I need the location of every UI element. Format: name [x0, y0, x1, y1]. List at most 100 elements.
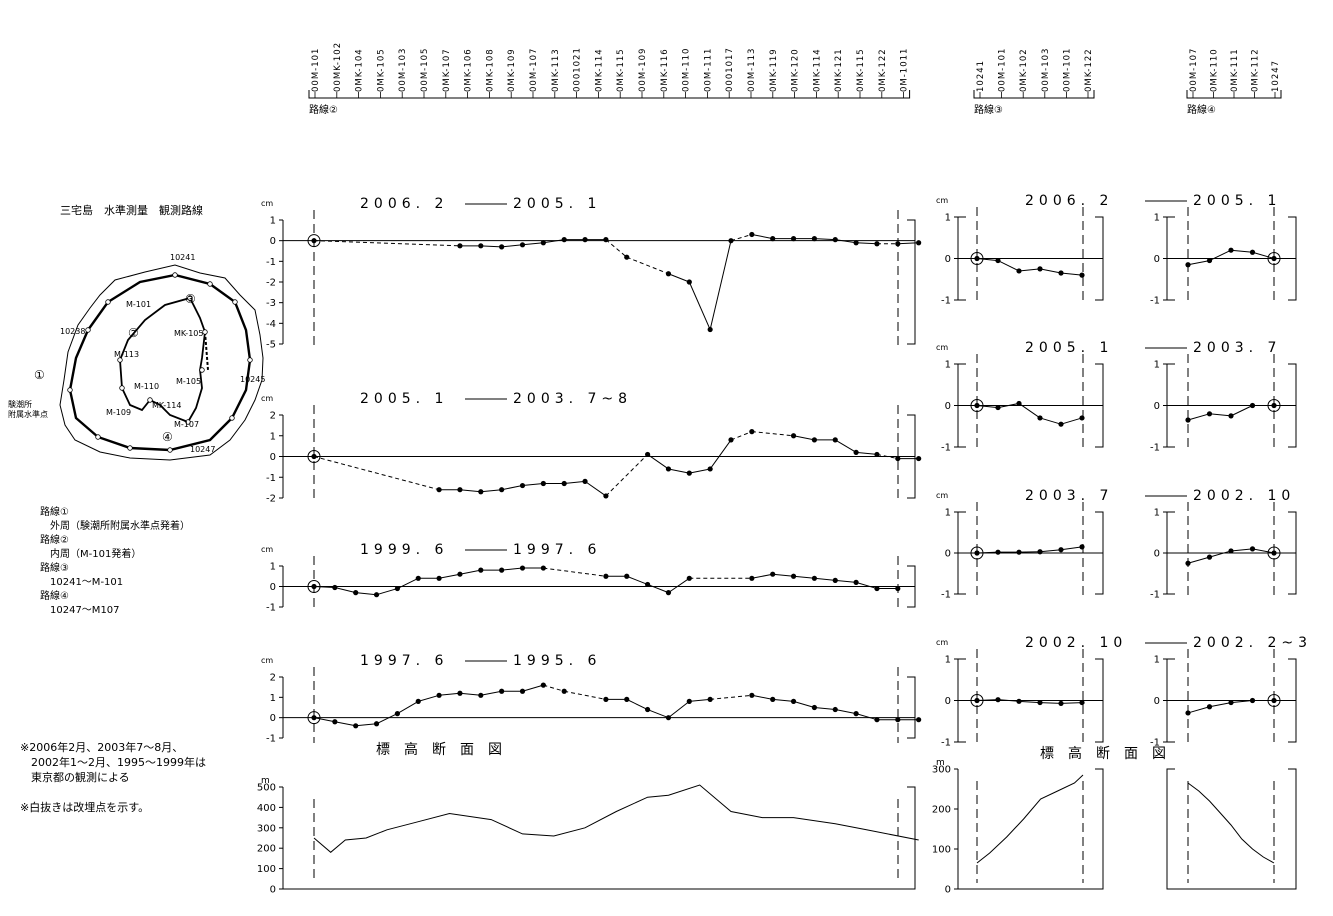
data-point — [457, 690, 463, 696]
series-segment — [855, 713, 878, 721]
note-line — [20, 785, 206, 800]
data-point — [582, 237, 588, 243]
route-legend: 路線① 外周（験潮所附属水準点発着） 路線② 内周（M-101発着） 路線③ 1… — [40, 506, 190, 618]
data-point — [974, 255, 980, 262]
data-point — [1058, 421, 1064, 427]
data-point — [811, 236, 818, 242]
data-point — [1271, 550, 1277, 556]
data-point — [1037, 699, 1043, 706]
data-point — [436, 575, 442, 581]
data-point — [1249, 402, 1256, 409]
series-segment — [730, 233, 752, 242]
y-tick-label: 0 — [1154, 401, 1160, 412]
route-name-label: 路線② — [309, 103, 338, 116]
data-point — [749, 429, 755, 435]
data-point — [1185, 560, 1191, 566]
route-2-panel-2005-2003: 2 1 0 -1 -2 cm 2005. 1 2003. 7~8 — [261, 391, 922, 505]
series-segment — [710, 694, 752, 700]
data-point — [707, 466, 713, 472]
legend-line: 路線② — [40, 535, 69, 546]
series-segment — [855, 581, 878, 590]
legend-line: 路線④ — [40, 591, 69, 602]
period-start-label: 2005. 1 — [1025, 340, 1113, 356]
map-label-m101: M-101 — [126, 300, 152, 309]
data-point — [1206, 704, 1213, 710]
y-unit-label: cm — [261, 545, 273, 554]
series-segment — [543, 684, 565, 692]
y-tick-label: -1 — [941, 443, 951, 454]
y-tick-label: 0 — [1154, 549, 1160, 560]
reference-point-ring — [307, 580, 321, 593]
period-start-label: 2006. 2 — [360, 196, 448, 212]
station-label: 0MK-112 — [1251, 48, 1261, 92]
series-segment — [626, 575, 648, 585]
notes: ※2006年2月、2003年7～8月、 2002年1～2月、1995～1999年… — [20, 740, 206, 815]
data-point — [645, 451, 651, 458]
series-segment — [834, 439, 857, 453]
series-segment — [522, 684, 544, 692]
data-point — [974, 402, 980, 409]
route-3-panel-3: 1 0 -1 cm 2002. 10 2002. 2~3 — [936, 635, 1307, 749]
data-point — [499, 487, 505, 493]
station-label: 0MK-122 — [1084, 48, 1094, 92]
elevation-curve — [1187, 782, 1275, 864]
series-segment — [480, 489, 502, 493]
data-point — [665, 466, 672, 472]
data-point — [353, 723, 359, 729]
period-end-label: 2005. 1 — [513, 196, 601, 212]
data-point — [749, 231, 755, 238]
series-segment — [835, 709, 857, 715]
series-segment — [1039, 417, 1062, 425]
data-point — [478, 489, 484, 495]
route-4-panel-2: 1 0 -1 — [1150, 502, 1297, 601]
series-segment — [709, 240, 732, 330]
station-label: 0MK-120 — [791, 48, 801, 92]
station-label: 00M-113 — [747, 48, 757, 92]
series-segment — [997, 402, 1020, 409]
data-point — [1037, 415, 1043, 421]
series-segment — [355, 723, 377, 727]
station-label: 0MK-115 — [856, 48, 866, 92]
series-segment — [543, 567, 606, 577]
station-label: 00M-107 — [1189, 48, 1199, 92]
reference-point-ring — [1267, 399, 1281, 412]
station-label: 0MK-102 — [1019, 48, 1029, 92]
series-segment — [976, 405, 999, 409]
data-point — [916, 240, 922, 246]
data-point — [728, 437, 734, 443]
series-segment — [1039, 702, 1062, 704]
map-route-4-marker: ④ — [162, 430, 173, 444]
data-point — [1271, 402, 1277, 409]
data-point — [686, 698, 692, 705]
y-tick-label: 400 — [257, 803, 276, 814]
map-route-1-marker: ① — [34, 368, 45, 382]
y-tick-label: 0 — [270, 582, 276, 593]
series-segment — [689, 468, 711, 474]
y-tick-label: 0 — [270, 452, 276, 463]
data-point — [1206, 554, 1213, 560]
data-point — [603, 696, 609, 702]
y-tick-label: 300 — [257, 823, 276, 834]
y-axis-bracket — [1166, 768, 1175, 890]
series-segment — [1230, 405, 1253, 417]
series-segment — [793, 700, 815, 708]
y-unit-label: cm — [936, 638, 948, 647]
y-unit-label: cm — [261, 394, 273, 403]
data-point — [811, 704, 818, 711]
data-point — [853, 711, 859, 717]
data-point — [1228, 413, 1234, 419]
data-point — [790, 573, 797, 579]
y-tick-label: 1 — [945, 655, 951, 666]
note-line: ※白抜きは改埋点を示す。 — [20, 801, 150, 814]
y-tick-label: -1 — [941, 590, 951, 601]
station-label: 00MK-102 — [333, 42, 343, 92]
y-tick-label: -1 — [266, 603, 276, 614]
data-point — [1037, 266, 1043, 272]
data-point — [311, 238, 317, 244]
data-point — [1016, 698, 1022, 704]
y-tick-label: 1 — [1154, 213, 1160, 224]
legend-line: 外周（験潮所附属水準点発着） — [40, 521, 190, 532]
elevation-curve — [976, 774, 1084, 864]
data-point — [457, 487, 463, 493]
data-point — [790, 698, 797, 705]
